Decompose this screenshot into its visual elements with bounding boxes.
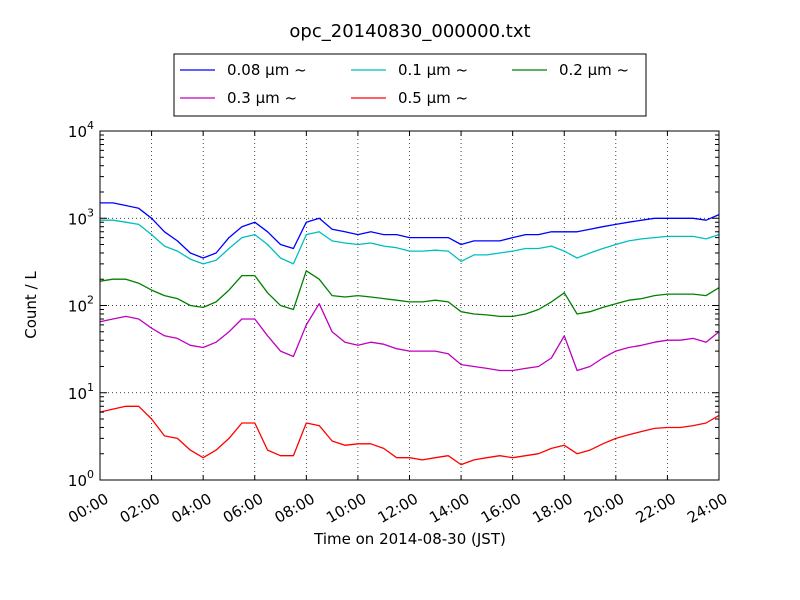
y-axis-label: Count / L — [22, 271, 40, 339]
series-line-4 — [99, 303, 720, 372]
y-tick-label: 103 — [68, 206, 94, 228]
y-tick-labels: 100 101 102 103 104 — [68, 119, 94, 490]
y-tick-label: 102 — [68, 294, 94, 316]
x-axis-label: Time on 2014-08-30 (JST) — [313, 530, 506, 548]
y-tick-label: 104 — [68, 119, 94, 141]
legend-label: 0.5 μm ~ — [398, 89, 468, 107]
legend-label: 0.1 μm ~ — [398, 61, 468, 79]
series-line-1 — [100, 202, 720, 259]
legend-label: 0.08 μm ~ — [227, 61, 307, 79]
chart-title: opc_20140830_000000.txt — [289, 21, 530, 42]
series-line-3 — [99, 270, 720, 318]
axis-ticks — [99, 130, 720, 481]
series-line-5 — [99, 405, 720, 466]
legend: 0.08 μm ~ 0.1 μm ~ 0.2 μm ~ 0.3 μm ~ 0.5 μm … — [173, 53, 647, 117]
series-line-2 — [100, 219, 720, 265]
series-lines — [99, 202, 720, 466]
legend-label: 0.3 μm ~ — [227, 89, 297, 107]
y-tick-label: 101 — [68, 381, 94, 403]
legend-box — [173, 53, 647, 117]
y-tick-label: 100 — [68, 468, 94, 490]
legend-label: 0.2 μm ~ — [559, 61, 629, 79]
